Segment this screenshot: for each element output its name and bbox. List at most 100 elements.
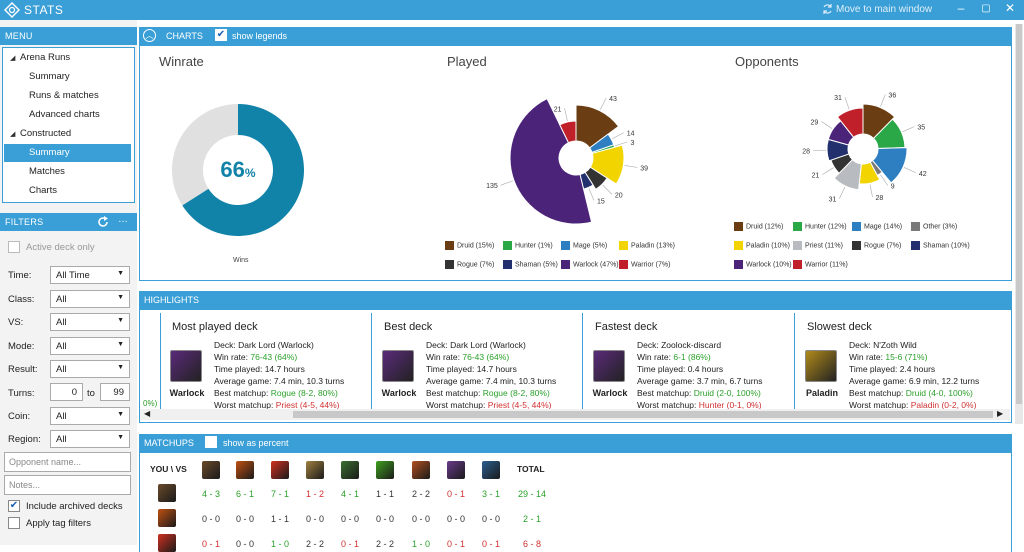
legend-label: Shaman (10%) bbox=[923, 242, 970, 249]
coin-label: Coin: bbox=[8, 411, 30, 422]
scroll-right-arrow-icon[interactable]: ▶ bbox=[997, 409, 1003, 418]
class-rogue-icon bbox=[376, 461, 394, 479]
matchup-cell: 3 - 1 bbox=[473, 489, 509, 499]
highlights-scrollbar[interactable]: ◀ ▶ bbox=[140, 409, 1010, 420]
legend-swatch bbox=[852, 241, 861, 250]
matchup-cell: 1 - 2 bbox=[297, 489, 333, 499]
apply-tag-filters-checkbox[interactable] bbox=[8, 517, 20, 529]
legend-swatch bbox=[503, 241, 512, 250]
winrate-unit: % bbox=[245, 166, 256, 180]
legend-label: Warlock (47%) bbox=[573, 261, 619, 268]
legend-label: Mage (14%) bbox=[864, 223, 902, 230]
label-leader-line bbox=[845, 97, 849, 109]
winrate-value: 66 bbox=[220, 157, 244, 182]
mode-select[interactable]: All▼ bbox=[50, 337, 130, 355]
class-select[interactable]: All▼ bbox=[50, 290, 130, 308]
include-archived-checkbox[interactable]: ✔ bbox=[8, 500, 20, 512]
region-label: Region: bbox=[8, 434, 41, 445]
mode-value: All bbox=[56, 341, 67, 352]
best-label: Best matchup: bbox=[637, 388, 694, 398]
apply-tag-filters-label: Apply tag filters bbox=[26, 518, 91, 529]
legend-label: Rogue (7%) bbox=[864, 242, 901, 249]
highlight-winrate-row: Win rate: 6-1 (86%) bbox=[637, 351, 763, 363]
legend-item: Priest (11%) bbox=[793, 241, 843, 250]
chevron-down-icon: ▼ bbox=[117, 434, 124, 441]
highlight-class: Warlock bbox=[378, 388, 420, 398]
highlight-best-row: Best matchup: Druid (4-0, 100%) bbox=[849, 387, 979, 399]
class-warrior-icon bbox=[482, 461, 500, 479]
label-leader-line bbox=[600, 98, 606, 110]
legend-label: Warrior (11%) bbox=[805, 261, 848, 268]
matchup-cell: 4 - 1 bbox=[332, 489, 368, 499]
coin-select[interactable]: All▼ bbox=[50, 407, 130, 425]
legend-item: Warrior (11%) bbox=[793, 260, 848, 269]
scrollbar-thumb[interactable] bbox=[293, 411, 993, 418]
legend-swatch bbox=[619, 241, 628, 250]
legend-label: Druid (12%) bbox=[746, 223, 783, 230]
legend-swatch bbox=[619, 260, 628, 269]
matchup-cell: 2 - 2 bbox=[367, 539, 403, 549]
legend-label: Warlock (10%) bbox=[746, 261, 792, 268]
opponent-value-label: 31 bbox=[834, 95, 842, 102]
matchup-cell: 0 - 1 bbox=[332, 539, 368, 549]
matchup-cell: 0 - 0 bbox=[227, 514, 263, 524]
legend-label: Warrior (7%) bbox=[631, 261, 670, 268]
highlight-title: Fastest deck bbox=[595, 321, 657, 333]
matchup-cell: 0 - 1 bbox=[438, 489, 474, 499]
row-class-icon bbox=[158, 484, 176, 502]
best-label: Best matchup: bbox=[426, 388, 483, 398]
best-value: Rogue (8-2, 80%) bbox=[483, 388, 550, 398]
vs-select[interactable]: All▼ bbox=[50, 313, 130, 331]
matchup-cell: 1 - 1 bbox=[262, 514, 298, 524]
legend-swatch bbox=[793, 241, 802, 250]
opponent-value-label: 9 bbox=[891, 183, 895, 190]
vertical-scrollbar[interactable] bbox=[1015, 24, 1023, 424]
class-hunter-icon bbox=[236, 461, 254, 479]
legend-item: Shaman (5%) bbox=[503, 260, 558, 269]
chevron-down-icon: ▼ bbox=[117, 411, 124, 418]
scrollbar-thumb[interactable] bbox=[1016, 24, 1022, 404]
show-as-percent-checkbox[interactable] bbox=[205, 436, 217, 448]
chevron-down-icon: ▼ bbox=[117, 294, 124, 301]
matchups-panel bbox=[139, 452, 1012, 552]
scroll-left-arrow-icon[interactable]: ◀ bbox=[144, 409, 150, 418]
highlight-deck: Deck: Dark Lord (Warlock) bbox=[214, 339, 344, 351]
matchup-cell: 0 - 0 bbox=[438, 514, 474, 524]
matchup-cell: 0 - 0 bbox=[297, 514, 333, 524]
played-value-label: 43 bbox=[609, 96, 617, 103]
region-select[interactable]: All▼ bbox=[50, 430, 130, 448]
matchup-cell: 7 - 1 bbox=[262, 489, 298, 499]
class-mage-icon bbox=[271, 461, 289, 479]
winrate-wins-label: Wins bbox=[233, 257, 249, 264]
legend-swatch bbox=[911, 222, 920, 231]
notes-input[interactable]: Notes... bbox=[4, 475, 131, 495]
opponent-name-input[interactable]: Opponent name... bbox=[4, 452, 131, 472]
result-select[interactable]: All▼ bbox=[50, 360, 130, 378]
highlight-winrate-row: Win rate: 15-6 (71%) bbox=[849, 351, 979, 363]
opponent-value-label: 31 bbox=[829, 197, 837, 204]
legend-item: Hunter (12%) bbox=[793, 222, 847, 231]
matchup-total: 6 - 8 bbox=[512, 539, 552, 549]
turns-from-input[interactable]: 0 bbox=[50, 383, 83, 401]
highlight-time: Time played: 14.7 hours bbox=[426, 363, 556, 375]
class-druid-icon bbox=[202, 461, 220, 479]
highlights-header: HIGHLIGHTS bbox=[139, 291, 1012, 309]
class-warlock-icon bbox=[447, 461, 465, 479]
turns-to-input[interactable]: 99 bbox=[100, 383, 130, 401]
label-leader-line bbox=[501, 181, 513, 185]
legend-item: Mage (5%) bbox=[561, 241, 607, 250]
best-value: Druid (4-0, 100%) bbox=[906, 388, 973, 398]
matchup-cell: 0 - 0 bbox=[227, 539, 263, 549]
played-value-label: 15 bbox=[597, 198, 605, 205]
turns-to-label: to bbox=[87, 388, 95, 399]
class-portrait-icon bbox=[170, 350, 202, 382]
label-leader-line bbox=[839, 187, 845, 199]
highlight-fragment: 0%) bbox=[143, 399, 157, 408]
highlight-winrate-row: Win rate: 76-43 (64%) bbox=[214, 351, 344, 363]
legend-item: Rogue (7%) bbox=[852, 241, 901, 250]
legend-swatch bbox=[793, 260, 802, 269]
